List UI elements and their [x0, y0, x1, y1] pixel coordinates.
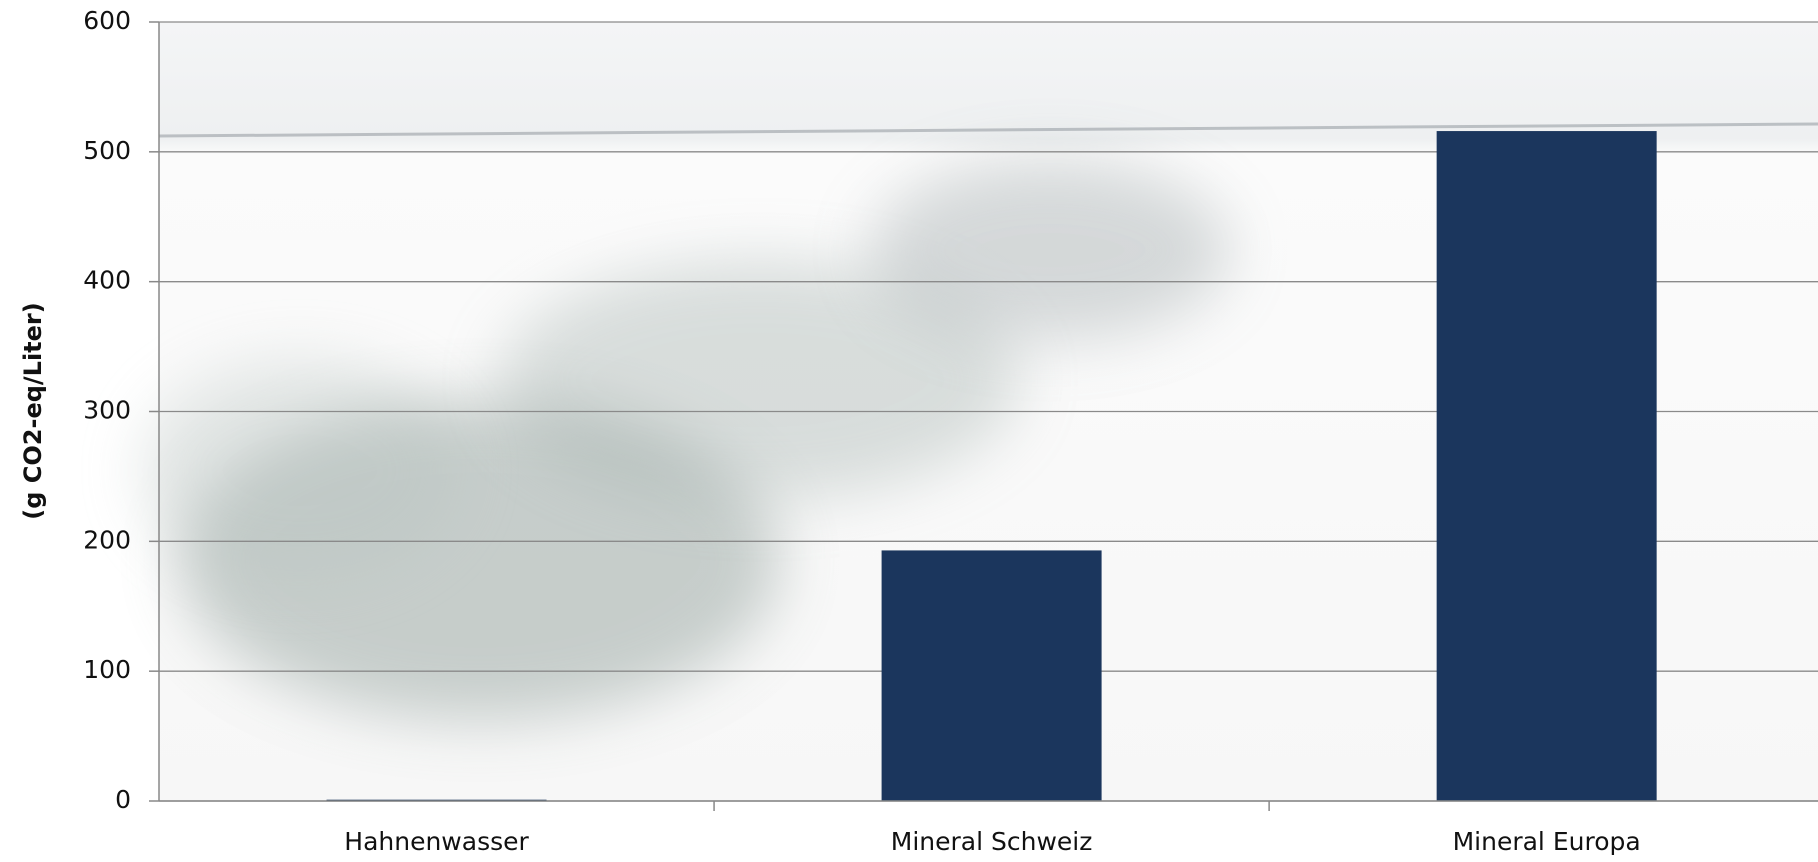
y-tick-label: 200: [83, 525, 131, 554]
x-tick-label: Hahnenwasser: [344, 827, 529, 856]
y-axis-label: (g CO2-eq/Liter): [19, 302, 47, 519]
y-tick-label: 600: [83, 6, 131, 35]
x-tick-label: Mineral Schweiz: [891, 827, 1093, 856]
y-tick-label: 100: [83, 655, 131, 684]
bar: [881, 550, 1102, 801]
x-tick-label: Mineral Europa: [1453, 827, 1641, 856]
y-tick-label: 0: [115, 785, 131, 814]
y-tick-label: 500: [83, 136, 131, 165]
bar: [1436, 131, 1657, 801]
bars: [326, 131, 1657, 801]
y-tick-label: 300: [83, 396, 131, 425]
y-tick-label: 400: [83, 266, 131, 295]
